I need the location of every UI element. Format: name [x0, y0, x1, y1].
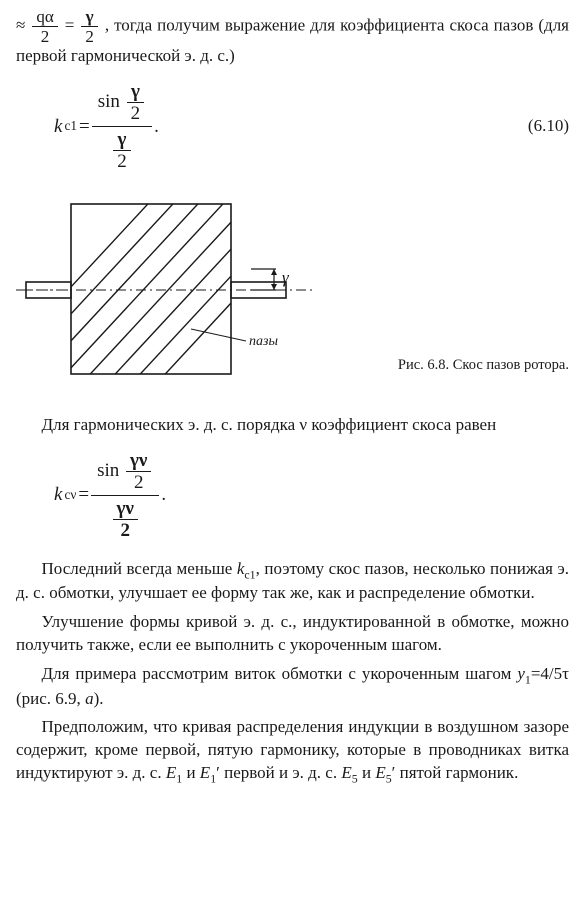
equation-body: kc1 = sin γ 2 γ 2 . — [54, 82, 159, 171]
text: первой и э. д. с. — [220, 763, 342, 782]
text: Для примера рассмотрим виток обмотки с у… — [42, 664, 518, 683]
eq-lhs: k — [54, 114, 62, 140]
eq-fraction: sin γν 2 γν 2 — [91, 451, 159, 540]
num-inner-frac: γν 2 — [126, 451, 151, 492]
E5p: E — [375, 763, 385, 782]
gamma-label: γ — [282, 268, 290, 287]
frac-den: 2 — [32, 27, 57, 45]
rotor-diagram: γ пазы — [16, 189, 316, 389]
equals-sign: = — [78, 482, 89, 508]
para-text: , тогда получим выражение для коэффициен… — [16, 15, 569, 65]
para-improve-form: Улучшение формы кривой э. д. с., индукти… — [16, 611, 569, 657]
text: ). — [94, 689, 104, 708]
slot-label: пазы — [249, 334, 278, 349]
num-inner-frac: γ 2 — [127, 82, 145, 123]
eq-numerator: sin γ 2 — [92, 82, 152, 127]
den-inner-frac: γν 2 — [113, 499, 138, 540]
frac-den: 2 — [126, 472, 151, 492]
frac-num: γν — [113, 499, 138, 520]
approx-sign: ≈ — [16, 15, 30, 34]
eq-lhs-sub: c1 — [64, 117, 77, 135]
equation-number: (6.10) — [528, 115, 569, 138]
equation-6-10: kc1 = sin γ 2 γ 2 . (6.10) — [16, 82, 569, 171]
eq-lhs: k — [54, 482, 62, 508]
frac-den: 2 — [81, 27, 98, 45]
para-last-always-less: Последний всегда меньше kc1, поэтому ско… — [16, 558, 569, 605]
para-harmonic-nu: Для гармонических э. д. с. порядка ν коэ… — [16, 414, 569, 437]
text: пятой гармоник. — [395, 763, 518, 782]
equals: = — [65, 15, 80, 34]
equals-sign: = — [79, 114, 90, 140]
y-symbol: y — [517, 664, 525, 683]
frac-num: γ — [113, 130, 131, 151]
E1p: E — [200, 763, 210, 782]
and: и — [358, 763, 376, 782]
eq-fraction: sin γ 2 γ 2 — [92, 82, 152, 171]
sin-label: sin — [97, 460, 119, 481]
eq-lhs-sub: cν — [64, 486, 76, 504]
eq-tail: . — [161, 482, 166, 508]
para-suppose-induction: Предположим, что кривая распределения ин… — [16, 716, 569, 786]
figure-svg-wrap: γ пазы — [16, 189, 316, 396]
para-example-turn: Для примера рассмотрим виток обмотки с у… — [16, 663, 569, 710]
text: Последний всегда меньше — [42, 559, 237, 578]
eq-denominator: γν 2 — [105, 496, 146, 540]
frac-num: qα — [32, 8, 57, 27]
figure-caption: Рис. 6.8. Скос пазов ротора. — [398, 356, 569, 396]
E1: E — [166, 763, 176, 782]
frac-den: 2 — [127, 103, 145, 123]
k-sub: c1 — [244, 567, 255, 581]
eq-numerator: sin γν 2 — [91, 451, 159, 496]
den-inner-frac: γ 2 — [113, 130, 131, 171]
frac-gamma: γ 2 — [81, 8, 98, 45]
figure-6-8: γ пазы Рис. 6.8. Скос пазов ротора. — [16, 189, 569, 396]
frac-num: γ — [127, 82, 145, 103]
fig-ref-a: а — [85, 689, 94, 708]
eq-denominator: γ 2 — [105, 127, 139, 171]
frac-den: 2 — [113, 151, 131, 171]
frac-num: γν — [126, 451, 151, 472]
E5: E — [341, 763, 351, 782]
equation-body: kcν = sin γν 2 γν 2 . — [54, 451, 166, 540]
equation-kcv: kcν = sin γν 2 γν 2 . — [16, 451, 569, 540]
frac-den: 2 — [113, 520, 138, 540]
sin-label: sin — [98, 91, 120, 112]
frac-num: γ — [81, 8, 98, 27]
eq-tail: . — [154, 114, 159, 140]
frac-qalpha: qα 2 — [32, 8, 57, 45]
para-intro: ≈ qα 2 = γ 2 , тогда получим выражение д… — [16, 8, 569, 68]
and: и — [182, 763, 200, 782]
